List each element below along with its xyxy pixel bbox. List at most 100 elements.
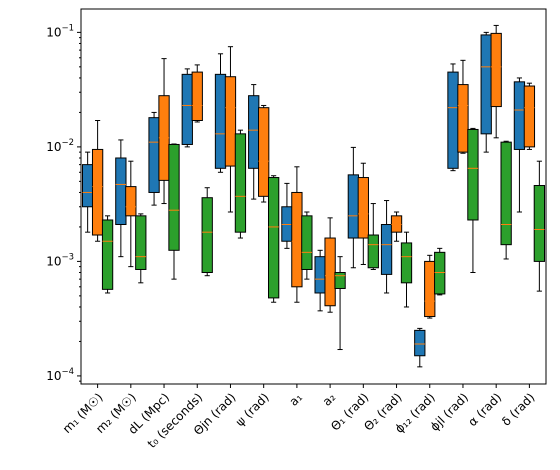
box-body [267, 177, 280, 299]
box-body [258, 107, 270, 197]
box-3-series-0 [181, 68, 193, 148]
y-tick-label: 10−3 [46, 252, 74, 268]
box-body [168, 143, 180, 251]
box-body [201, 197, 213, 274]
box-11-series-0 [447, 63, 459, 172]
x-category-label: α (rad) [465, 390, 504, 429]
box-10-series-1 [424, 254, 436, 319]
box-2-series-0 [148, 111, 160, 206]
box-0-series-0 [81, 151, 94, 233]
box-2-series-2 [168, 143, 180, 280]
box-5-series-2 [267, 175, 280, 303]
y-tick-label: 10−2 [46, 138, 74, 154]
x-category-label: δ (rad) [499, 390, 537, 428]
box-5-series-1 [258, 104, 270, 203]
x-category-label: a₁ [287, 390, 306, 409]
box-1-series-2 [135, 213, 147, 284]
box-4-series-1 [224, 46, 237, 213]
box-9-series-1 [390, 211, 403, 242]
box-body [214, 73, 227, 169]
box-body [533, 185, 546, 262]
y-tick-base: 10 [46, 25, 61, 39]
box-7-series-0 [314, 249, 326, 312]
box-body [101, 219, 114, 290]
box-body [414, 329, 426, 357]
box-body [467, 128, 479, 221]
box-body [380, 224, 393, 275]
x-category-label: a₂ [320, 390, 339, 409]
box-body [424, 260, 436, 318]
box-1-series-0 [115, 139, 127, 258]
y-tick-base: 10 [46, 140, 61, 154]
plot-area [81, 24, 546, 368]
box-11-series-1 [457, 59, 469, 154]
y-axis: 10−410−310−210−1 [46, 23, 81, 383]
box-6-series-1 [291, 166, 303, 303]
y-tick-exponent: −4 [61, 367, 74, 377]
box-body [115, 157, 127, 226]
y-tick-label: 10−1 [46, 23, 74, 39]
box-body [224, 76, 237, 167]
x-category-label: ψ (rad) [233, 390, 272, 429]
box-body [191, 71, 203, 121]
box-6-series-0 [281, 182, 293, 249]
box-body [334, 272, 346, 289]
box-body [367, 234, 379, 269]
box-2-series-1 [158, 58, 170, 205]
box-body [181, 73, 193, 145]
box-body [447, 71, 459, 169]
box-0-series-2 [101, 215, 114, 294]
box-7-series-2 [334, 256, 346, 351]
box-body [490, 32, 502, 108]
y-tick-label: 10−4 [46, 367, 74, 383]
x-axis: m₁ (M☉)m₂ (M☉)dL (Mpc)t₀ (seconds)Θjn (r… [60, 384, 538, 451]
box-7-series-1 [324, 217, 336, 313]
axes-frame [80, 8, 547, 385]
box-13-series-0 [513, 77, 526, 213]
box-body [301, 215, 313, 270]
box-body [234, 133, 247, 233]
box-1-series-1 [125, 160, 137, 268]
box-body [523, 85, 536, 148]
box-12-series-1 [490, 24, 502, 139]
box-10-series-2 [434, 247, 446, 296]
box-5-series-0 [248, 84, 260, 200]
box-body [347, 174, 360, 239]
box-0-series-1 [91, 119, 104, 242]
box-8-series-0 [347, 146, 360, 269]
box-body [324, 237, 336, 307]
box-body [135, 215, 147, 270]
box-body [390, 215, 403, 233]
y-tick-exponent: −1 [61, 23, 74, 33]
box-6-series-2 [301, 211, 313, 280]
box-4-series-0 [214, 53, 227, 173]
box-body [248, 95, 260, 169]
box-body [434, 251, 446, 295]
box-body [400, 242, 413, 284]
y-tick-base: 10 [46, 254, 61, 268]
box-12-series-2 [500, 140, 512, 260]
box-8-series-2 [367, 203, 379, 270]
box-8-series-1 [357, 162, 369, 265]
box-4-series-2 [234, 129, 247, 239]
box-12-series-0 [480, 31, 492, 153]
box-13-series-2 [533, 160, 546, 292]
box-3-series-1 [191, 64, 203, 123]
box-body [500, 141, 512, 246]
box-body [281, 206, 293, 242]
box-body [357, 177, 369, 239]
box-11-series-2 [467, 127, 479, 274]
box-body [513, 81, 526, 150]
box-10-series-0 [414, 327, 426, 368]
box-9-series-0 [380, 200, 393, 294]
box-body [291, 191, 303, 288]
y-tick-exponent: −2 [61, 138, 74, 148]
box-body [125, 186, 137, 217]
box-body [314, 256, 326, 294]
box-body [480, 34, 492, 135]
box-9-series-2 [400, 231, 413, 308]
box-13-series-1 [523, 82, 536, 150]
box-body [81, 164, 94, 208]
y-tick-base: 10 [46, 369, 61, 383]
